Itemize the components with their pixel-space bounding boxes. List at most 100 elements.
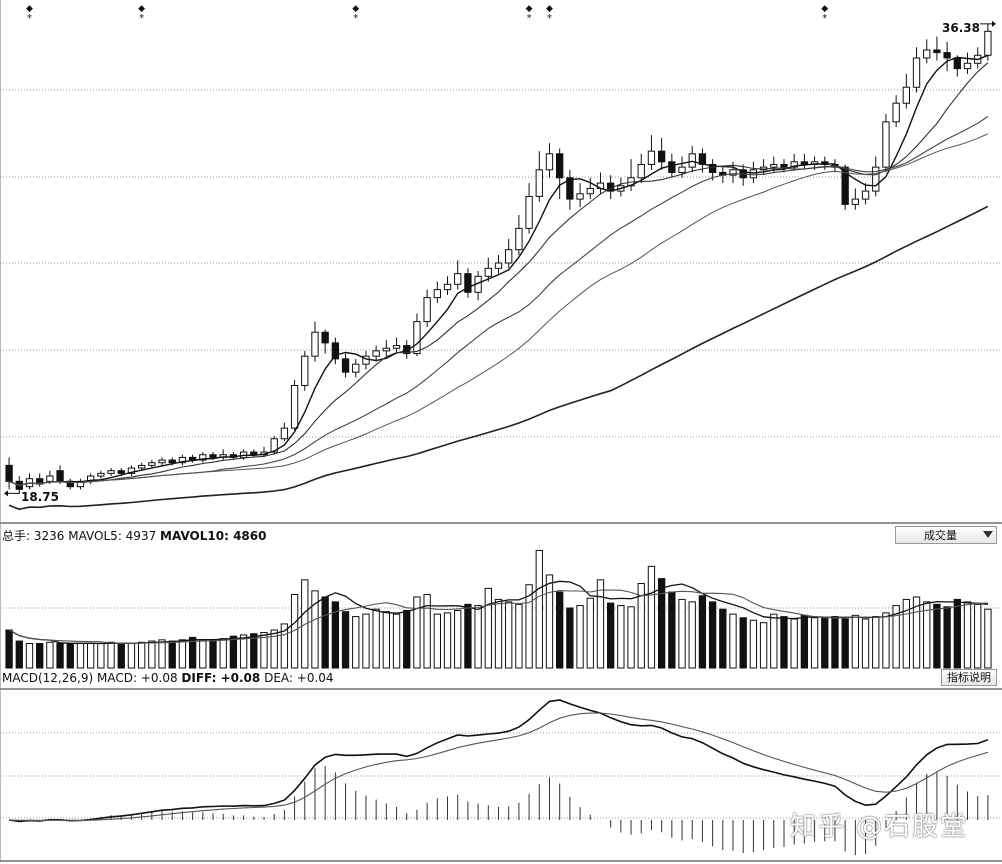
candle-down <box>943 52 951 59</box>
candle-up <box>505 249 513 264</box>
candle-down <box>657 150 666 163</box>
candle-down <box>331 342 340 360</box>
volume-bar-down <box>708 601 717 669</box>
event-marker-icon: ◆ <box>352 4 359 14</box>
low-price-arrow <box>4 490 8 497</box>
candle-up <box>362 355 370 365</box>
volume-bar-down <box>464 603 472 669</box>
volume-bar-down <box>403 609 411 669</box>
volume-bar-up <box>148 640 156 669</box>
volume-total-label: 总手 <box>2 529 27 543</box>
event-marker-icon: ◆ <box>526 4 533 14</box>
event-marker-icon: ◆ <box>546 4 553 14</box>
volume-indicator-select[interactable]: 成交量 <box>895 526 997 544</box>
volume-bar-down <box>566 607 574 669</box>
event-marker-icon: ◆ <box>138 4 145 14</box>
volume-bar-down <box>668 591 676 669</box>
candle-up <box>494 262 503 269</box>
volume-bar-up <box>525 584 533 669</box>
volume-bar-up <box>443 612 452 669</box>
candle-up <box>912 57 921 88</box>
volume-bar-up <box>902 598 910 669</box>
event-marker-icon: ◆ <box>26 4 33 14</box>
candle-up <box>137 464 146 469</box>
candle-up <box>525 195 533 229</box>
candle-up <box>484 267 492 277</box>
candle-up <box>372 350 380 357</box>
candle-down <box>209 454 217 458</box>
volume-bar-down <box>36 643 44 669</box>
volume-bar-down <box>800 614 809 669</box>
macd-value: +0.08 <box>140 671 178 685</box>
volume-bar-up <box>25 643 34 669</box>
ma60-line <box>8 205 989 511</box>
volume-bar-up <box>127 643 136 669</box>
volume-bar-up <box>515 603 523 669</box>
candle-up <box>637 163 645 179</box>
volume-bar-up <box>454 609 462 669</box>
volume-bar-up <box>392 613 401 669</box>
volume-bar-up <box>912 596 921 669</box>
event-markers: ◆*◆*◆*◆*◆*◆* <box>26 4 828 24</box>
event-marker-star: * <box>547 13 552 24</box>
candle-up <box>392 345 401 349</box>
candle-down <box>780 163 788 168</box>
volume-bar-down <box>66 643 74 669</box>
candle-up <box>423 297 431 323</box>
volume-bar-down <box>321 596 329 669</box>
indicator-help-button[interactable]: 指标说明 <box>941 669 997 686</box>
candle-up <box>576 193 584 200</box>
ma5-line <box>8 54 989 487</box>
candle-up <box>515 227 523 251</box>
volume-bar-up <box>688 601 696 669</box>
candle-up <box>770 163 778 168</box>
candle-down <box>321 331 329 344</box>
candle-up <box>892 102 900 123</box>
volume-bar-up <box>474 605 482 669</box>
event-marker-star: * <box>353 13 358 24</box>
volume-bar-up <box>861 618 870 669</box>
volume-bar-up <box>260 631 268 669</box>
candle-up <box>454 273 462 285</box>
candle-up <box>443 283 452 291</box>
volume-bar-up <box>596 579 605 669</box>
price-panel <box>4 20 996 511</box>
volume-bar-up <box>963 601 972 669</box>
volume-bar-up <box>627 606 635 669</box>
volume-bar-up <box>87 643 95 669</box>
volume-bar-down <box>15 640 23 669</box>
candle-up <box>545 153 554 171</box>
volume-bar-up <box>759 622 768 669</box>
diff-value: +0.08 <box>220 671 261 685</box>
macd-legend: MACD(12,26,9) MACD: +0.08 DIFF: +0.08 DE… <box>2 671 334 685</box>
candle-down <box>5 464 13 482</box>
candle-down <box>668 161 676 173</box>
candle-up <box>749 169 758 179</box>
volume-bar-up <box>239 634 248 669</box>
volume-bar-up <box>505 601 513 669</box>
volume-bar-up <box>352 616 360 669</box>
volume-bar-up <box>892 605 900 669</box>
volume-bar-up <box>372 608 380 669</box>
mavol10-value: 4860 <box>233 529 267 543</box>
volume-bar-up <box>984 608 992 669</box>
macd-name: MACD(12,26,9) <box>2 671 94 685</box>
volume-bar-down <box>698 595 707 669</box>
volume-legend: 总手: 3236 MAVOL5: 4937 MAVOL10: 4860 <box>2 529 267 543</box>
volume-bar-up <box>749 619 758 669</box>
candle-up <box>647 150 656 165</box>
volume-bar-down <box>56 643 64 669</box>
candle-up <box>902 86 910 104</box>
mavol5-value: 4937 <box>125 529 157 543</box>
volume-bar-up <box>362 613 370 669</box>
diff-label: DIFF <box>181 671 212 685</box>
volume-bar-up <box>851 614 860 669</box>
chevron-down-icon <box>983 531 993 538</box>
volume-bar-up <box>433 613 441 669</box>
volume-bar-up <box>586 597 594 669</box>
candle-down <box>464 273 472 293</box>
volume-bar-down <box>719 608 727 669</box>
volume-bar-down <box>168 640 176 669</box>
candle-up <box>882 121 890 168</box>
